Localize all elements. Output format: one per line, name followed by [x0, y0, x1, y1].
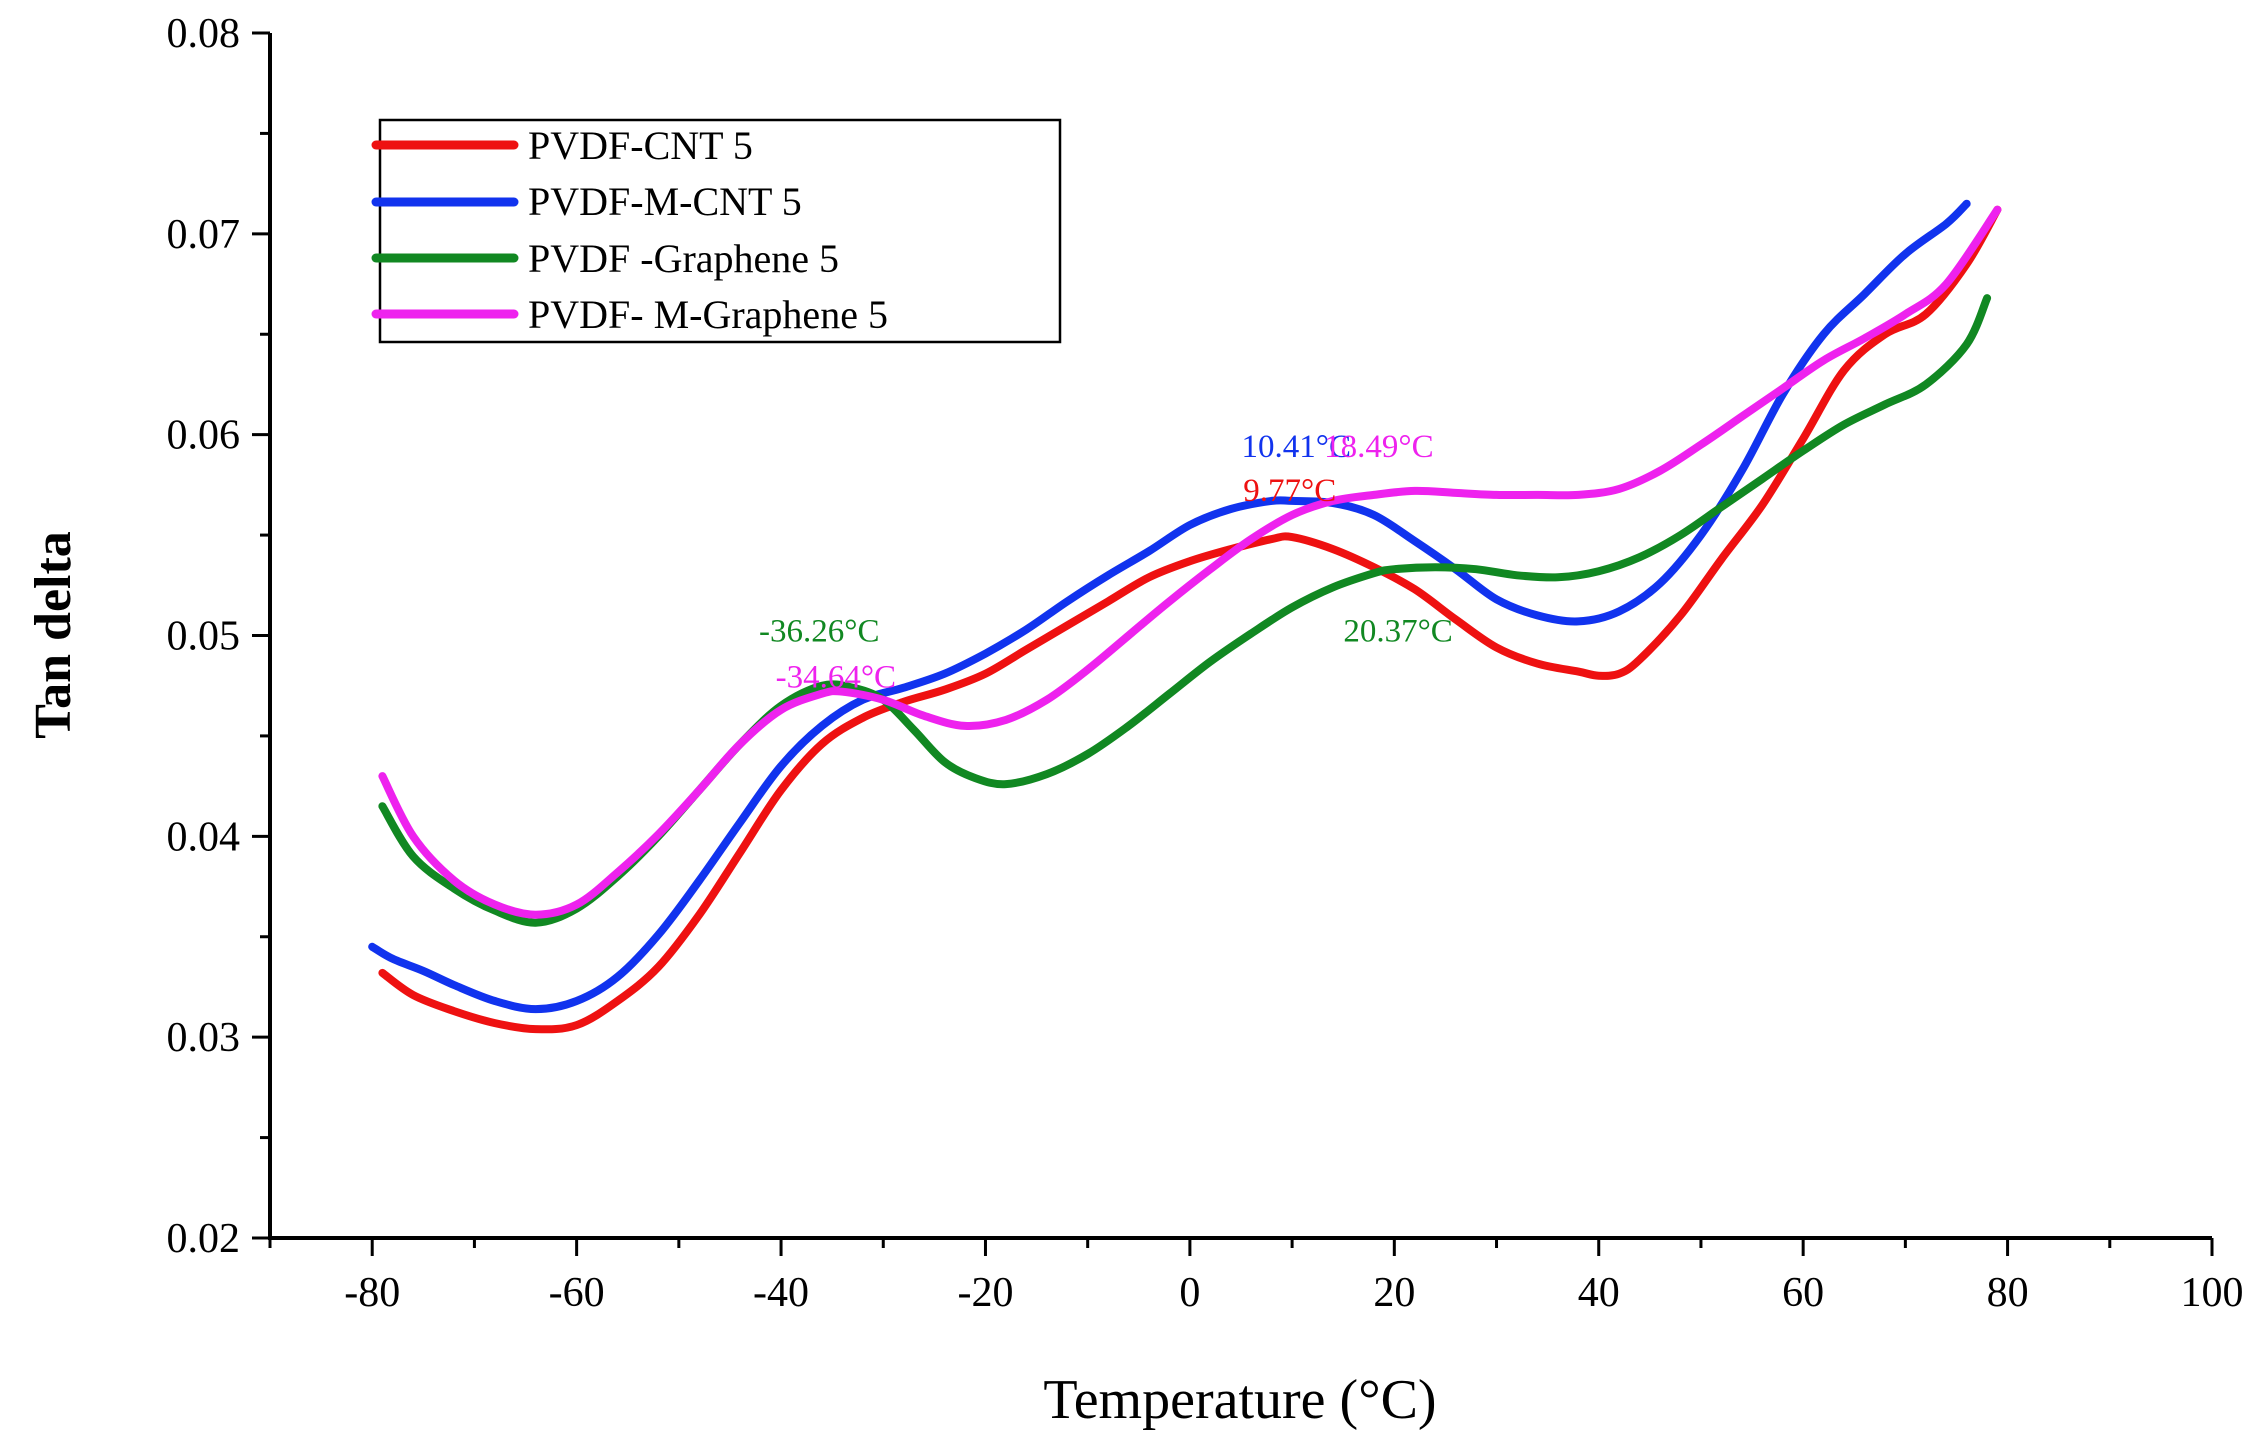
x-tick-label: -20	[957, 1270, 1013, 1316]
x-tick-label: -60	[549, 1270, 605, 1316]
y-tick-label: 0.04	[167, 814, 241, 860]
legend: PVDF-CNT 5 PVDF-M-CNT 5 PVDF -Graphene 5…	[371, 118, 1062, 344]
y-tick-label: 0.06	[167, 413, 241, 459]
x-tick-label: -40	[753, 1270, 809, 1316]
x-tick-label: 60	[1782, 1270, 1824, 1316]
legend-label-pvdf-cnt-5: PVDF-CNT 5	[528, 123, 753, 168]
y-tick-label: 0.07	[167, 212, 241, 258]
y-tick-label: 0.02	[167, 1216, 241, 1262]
peak-annotation: -34.64°C	[776, 660, 896, 696]
series-line-pvdf-graphene-5	[378, 294, 1992, 927]
x-ticks: -80 -60 -40 -20 0 20 40 60 80 100	[268, 1238, 2244, 1316]
series-line-pvdf-m-graphene-5	[378, 205, 2002, 919]
y-tick-label: 0.08	[167, 11, 241, 57]
y-ticks: 0.02 0.03 0.04 0.05 0.06 0.07 0.08	[167, 11, 270, 1262]
peak-annotation: 18.49°C	[1324, 429, 1433, 465]
x-tick-label: 20	[1373, 1270, 1415, 1316]
peak-annotation: -36.26°C	[759, 614, 879, 650]
y-axis-title: Tan delta	[25, 531, 82, 739]
x-tick-label: -80	[344, 1270, 400, 1316]
peak-annotation: 20.37°C	[1343, 614, 1452, 650]
x-axis-title: Temperature (°C)	[1043, 1369, 1436, 1431]
annotations: 9.77°C 10.41°C18.49°C -36.26°C -34.64°C 20.3…	[759, 429, 1453, 696]
peak-annotation: 9.77°C	[1243, 473, 1336, 509]
legend-label-pvdf-m-cnt-5: PVDF-M-CNT 5	[528, 179, 802, 224]
y-tick-label: 0.05	[167, 614, 241, 660]
legend-label-pvdf-graphene-5: PVDF -Graphene 5	[528, 236, 839, 281]
x-tick-label: 40	[1578, 1270, 1620, 1316]
peak-annotation: 10.41°C	[1242, 429, 1351, 465]
x-tick-label: 0	[1179, 1270, 1200, 1316]
series-lines	[368, 199, 2002, 1034]
x-tick-label: 100	[2181, 1270, 2244, 1316]
y-tick-label: 0.03	[167, 1015, 241, 1061]
legend-label-pvdf-m-graphene-5: PVDF- M-Graphene 5	[528, 292, 888, 337]
x-tick-label: 80	[1987, 1270, 2029, 1316]
legend-box	[378, 118, 1062, 344]
